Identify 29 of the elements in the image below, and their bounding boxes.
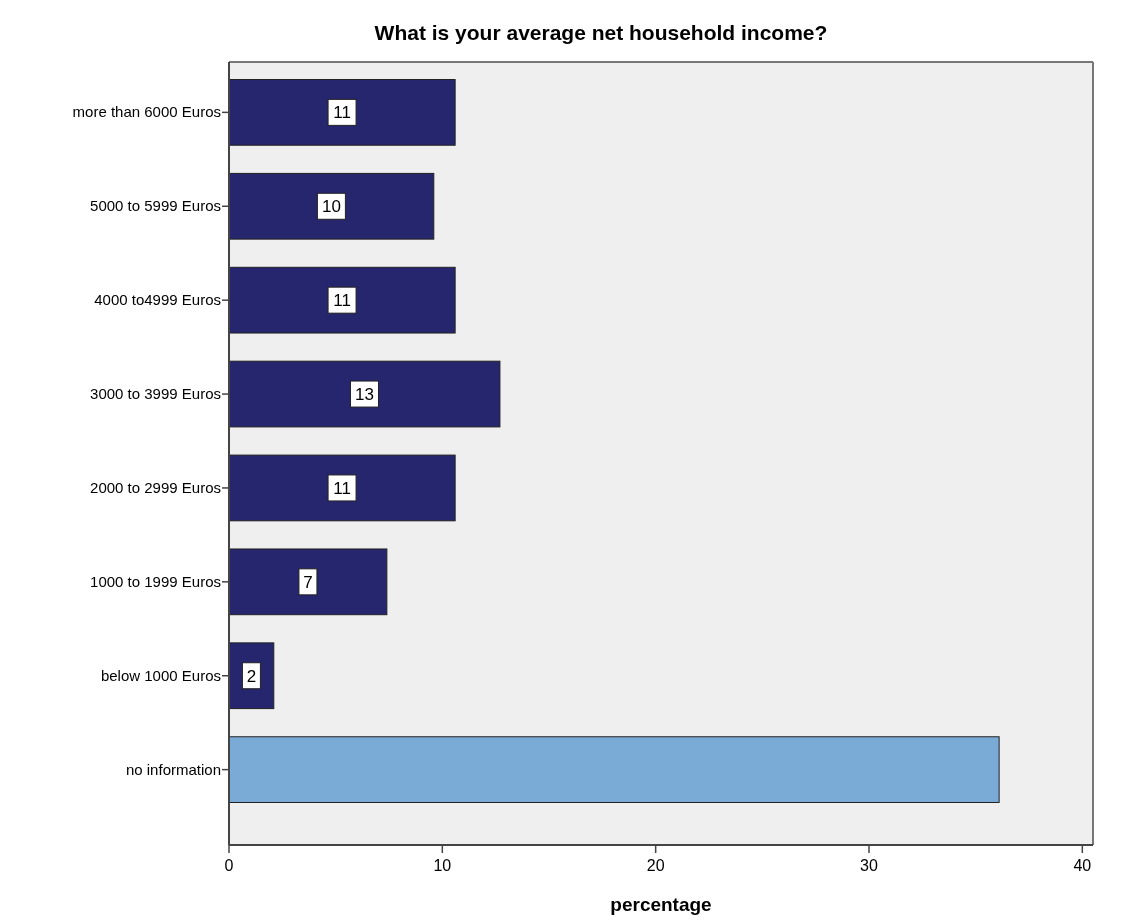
y-tick-label: 1000 to 1999 Euros — [90, 572, 221, 590]
data-label: 13 — [355, 385, 374, 405]
x-tick-label: 30 — [860, 857, 878, 874]
y-tick-label: 4000 to4999 Euros — [94, 291, 221, 309]
data-label: 2 — [246, 666, 257, 686]
data-label: 11 — [333, 103, 351, 123]
chart-title: What is your average net household income? — [374, 21, 828, 44]
bar — [228, 548, 388, 616]
bar — [228, 360, 501, 428]
x-axis-title: percentage — [610, 894, 712, 915]
data-label: 11 — [333, 478, 351, 498]
y-tick-label: no information — [125, 760, 221, 778]
y-tick-label: 3000 to 3999 Euros — [90, 385, 221, 403]
y-tick-label: 2000 to 2999 Euros — [90, 478, 221, 496]
data-label: 11 — [333, 291, 351, 311]
bar — [228, 736, 1000, 803]
x-tick-label: 0 — [224, 857, 234, 874]
y-tick-label: 5000 to 5999 Euros — [90, 197, 221, 215]
x-tick-label: 40 — [1073, 857, 1092, 874]
bar — [228, 266, 456, 334]
bar — [228, 172, 435, 240]
bar — [228, 79, 456, 146]
data-label: 7 — [303, 572, 313, 592]
bar — [228, 454, 456, 522]
y-tick-label: more than 6000 Euros — [72, 103, 221, 121]
x-tick-label: 10 — [433, 857, 452, 874]
x-tick-label: 20 — [646, 857, 665, 874]
y-tick-label: below 1000 Euros — [100, 666, 221, 684]
data-label: 10 — [321, 197, 341, 217]
